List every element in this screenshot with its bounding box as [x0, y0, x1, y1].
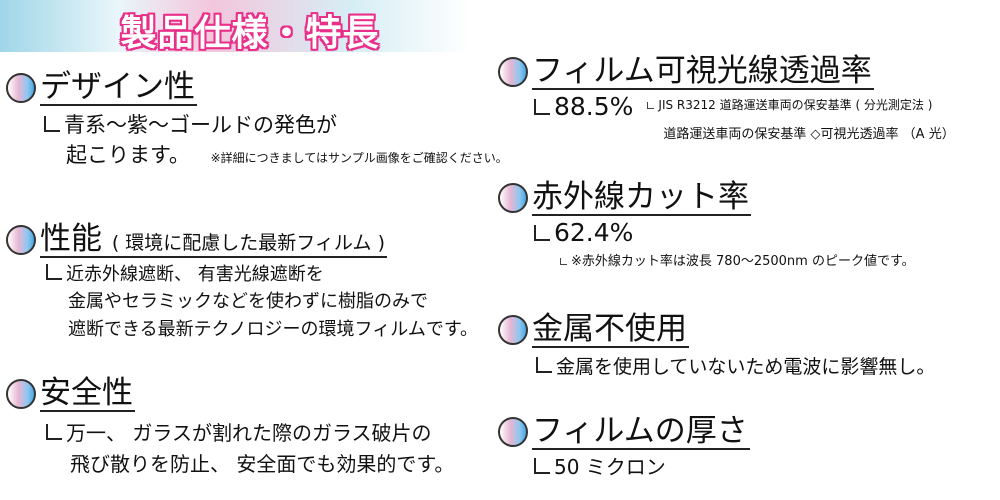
page-title: 製品仕様・特長	[120, 13, 380, 54]
orb-bullet-icon	[498, 417, 528, 448]
section-heading: 金属不使用	[532, 311, 689, 349]
body-text: 飛び散りを防止、 安全面でも効果的です。	[70, 452, 455, 477]
corner-bracket-icon	[536, 357, 552, 374]
corner-bracket-icon	[534, 458, 550, 475]
note-text: ※詳細につきましてはサンプル画像をご確認ください。	[210, 151, 508, 166]
note-text: ※赤外線カット率は波長 780～2500nm のピーク値です。	[571, 254, 915, 270]
section-performance: 性能 ( 環境に配慮した最新フィルム ) 近赤外線遮断、 有害光線遮断を 金属や…	[6, 222, 478, 344]
section-heading: フィルム可視光線透過率	[532, 53, 874, 91]
orb-bullet-icon	[498, 57, 528, 88]
header-band	[0, 0, 470, 52]
section-thickness: フィルムの厚さ 50 ミクロン	[498, 414, 750, 482]
body-text: 金属を使用していないため電波に影響無し。	[556, 356, 936, 379]
note-text: 道路運送車両の保安基準 ◇可視光透過率 （A 光）	[663, 127, 955, 143]
corner-bracket-icon	[46, 424, 62, 441]
body-text: 青系～紫～ゴールドの発色が	[64, 113, 337, 138]
body-text: 起こります。	[66, 143, 190, 168]
section-heading: フィルムの厚さ	[532, 413, 750, 451]
corner-bracket-icon	[560, 258, 567, 266]
corner-bracket-icon	[647, 102, 655, 110]
orb-bullet-icon	[6, 225, 36, 256]
section-design: デザイン性 青系～紫～ゴールドの発色が 起こります。 ※詳細につきましてはサンプ…	[6, 70, 508, 173]
section-heading: 安全性	[40, 375, 135, 413]
body-text: 近赤外線遮断、 有害光線遮断を	[66, 264, 324, 286]
orb-bullet-icon	[6, 73, 36, 104]
corner-bracket-icon	[44, 116, 60, 133]
section-heading: デザイン性	[40, 69, 197, 107]
section-safety: 安全性 万一、 ガラスが割れた際のガラス破片の 飛び散りを防止、 安全面でも効果…	[6, 376, 454, 480]
body-text: 遮断できる最新テクノロジーの環境フィルムです。	[68, 319, 479, 341]
value-text: 62.4%	[554, 218, 634, 248]
value-text: 88.5%	[554, 92, 634, 122]
orb-bullet-icon	[498, 315, 528, 346]
section-visible-light: フィルム可視光線透過率 88.5% JIS R3212 道路運送車両の保安基準 …	[498, 54, 955, 142]
section-metal-free: 金属不使用 金属を使用していないため電波に影響無し。	[498, 312, 935, 382]
orb-bullet-icon	[6, 379, 36, 410]
corner-bracket-icon	[534, 225, 550, 242]
body-text: 万一、 ガラスが割れた際のガラス破片の	[66, 421, 432, 446]
body-text: 金属やセラミックなどを使わずに樹脂のみで	[68, 291, 428, 313]
corner-bracket-icon	[534, 99, 550, 116]
section-ir-cut: 赤外線カット率 62.4% ※赤外線カット率は波長 780～2500nm のピー…	[498, 180, 915, 269]
section-heading: 赤外線カット率	[532, 179, 751, 217]
note-text: JIS R3212 道路運送車両の保安基準 ( 分光測定法 )	[658, 98, 933, 113]
value-text: 50 ミクロン	[554, 455, 666, 480]
corner-bracket-icon	[46, 264, 62, 281]
orb-bullet-icon	[498, 183, 528, 214]
section-heading: 性能 ( 環境に配慮した最新フィルム )	[40, 221, 388, 259]
